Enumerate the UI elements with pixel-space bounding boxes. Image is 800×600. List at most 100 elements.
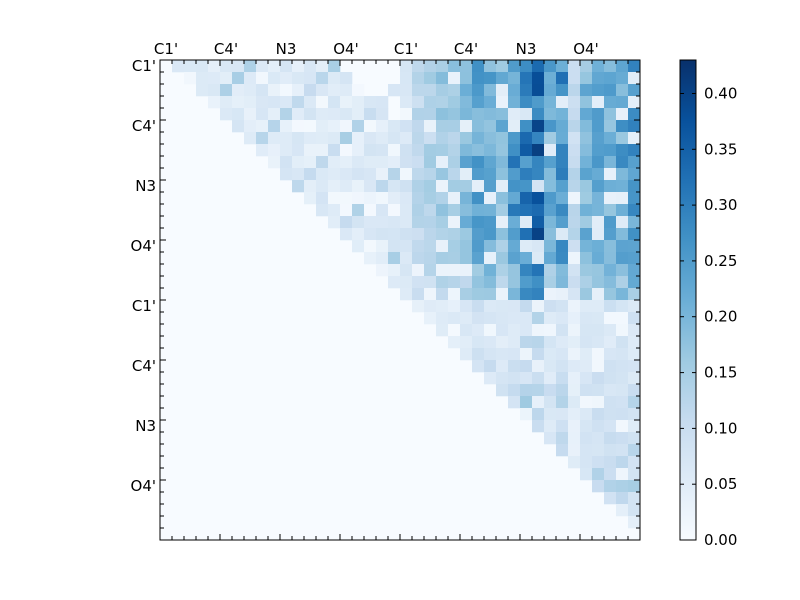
heatmap-cell bbox=[628, 348, 641, 361]
heatmap-cell bbox=[520, 348, 533, 361]
colorbar-tick-label: 0.30 bbox=[704, 196, 737, 214]
heatmap-cell bbox=[628, 240, 641, 253]
heatmap-cell bbox=[436, 108, 449, 121]
heatmap-cell bbox=[508, 144, 521, 157]
heatmap-cell bbox=[472, 228, 485, 241]
heatmap-cell bbox=[628, 96, 641, 109]
heatmap-cell bbox=[556, 108, 569, 121]
heatmap-cell bbox=[340, 204, 353, 217]
heatmap-cell bbox=[256, 108, 269, 121]
heatmap-cell bbox=[556, 348, 569, 361]
heatmap-cell bbox=[424, 108, 437, 121]
heatmap-cell bbox=[460, 300, 473, 313]
colorbar-tick-label: 0.10 bbox=[704, 419, 737, 437]
heatmap-cell bbox=[484, 288, 497, 301]
heatmap-cell bbox=[328, 72, 341, 85]
heatmap-cell bbox=[232, 84, 245, 97]
heatmap-cell bbox=[280, 156, 293, 169]
heatmap-cell bbox=[592, 360, 605, 373]
heatmap-cell bbox=[568, 264, 581, 277]
heatmap-cell bbox=[412, 156, 425, 169]
heatmap-cell bbox=[616, 216, 629, 229]
heatmap-cell bbox=[604, 228, 617, 241]
heatmap-cell bbox=[616, 372, 629, 385]
heatmap-cell bbox=[376, 96, 389, 109]
heatmap-cell bbox=[400, 156, 413, 169]
heatmap-cell bbox=[544, 96, 557, 109]
y-tick-label: N3 bbox=[135, 177, 156, 195]
heatmap-cell bbox=[532, 168, 545, 181]
heatmap-cell bbox=[400, 144, 413, 157]
heatmap-cell bbox=[436, 120, 449, 133]
heatmap-cell bbox=[424, 84, 437, 97]
heatmap-cell bbox=[544, 192, 557, 205]
heatmap-cell bbox=[592, 336, 605, 349]
heatmap-cell bbox=[580, 396, 593, 409]
heatmap-cell bbox=[616, 456, 629, 469]
heatmap-cell bbox=[520, 300, 533, 313]
heatmap-cell bbox=[604, 240, 617, 253]
heatmap-cell bbox=[304, 180, 317, 193]
heatmap-cell bbox=[496, 60, 509, 73]
heatmap-cell bbox=[568, 72, 581, 85]
heatmap-cell bbox=[580, 252, 593, 265]
heatmap-cell bbox=[544, 252, 557, 265]
heatmap-cell bbox=[328, 96, 341, 109]
heatmap-cell bbox=[628, 456, 641, 469]
heatmap-cell bbox=[616, 468, 629, 481]
heatmap-cell bbox=[592, 456, 605, 469]
heatmap-cell bbox=[568, 168, 581, 181]
heatmap-cell bbox=[592, 384, 605, 397]
heatmap-cell bbox=[496, 324, 509, 337]
heatmap-cell bbox=[520, 84, 533, 97]
heatmap-cell bbox=[520, 264, 533, 277]
heatmap-cell bbox=[388, 84, 401, 97]
heatmap-cell bbox=[472, 312, 485, 325]
heatmap-cell bbox=[340, 84, 353, 97]
heatmap-cell bbox=[592, 420, 605, 433]
heatmap-cell bbox=[604, 444, 617, 457]
heatmap-cell bbox=[556, 72, 569, 85]
heatmap-cell bbox=[328, 216, 341, 229]
heatmap-cell bbox=[508, 60, 521, 73]
heatmap-cell bbox=[448, 120, 461, 133]
heatmap-cell bbox=[568, 432, 581, 445]
heatmap-cell bbox=[520, 360, 533, 373]
heatmap-cell bbox=[556, 192, 569, 205]
heatmap-cell bbox=[388, 132, 401, 145]
heatmap-cell bbox=[256, 84, 269, 97]
heatmap-cell bbox=[268, 120, 281, 133]
heatmap-cell bbox=[544, 156, 557, 169]
heatmap-cell bbox=[604, 468, 617, 481]
heatmap-cell bbox=[508, 252, 521, 265]
heatmap-cell bbox=[484, 228, 497, 241]
heatmap-cell bbox=[628, 360, 641, 373]
heatmap-cell bbox=[484, 348, 497, 361]
heatmap-cell bbox=[460, 336, 473, 349]
heatmap-cell bbox=[388, 204, 401, 217]
heatmap-cell bbox=[496, 312, 509, 325]
heatmap-cell bbox=[460, 96, 473, 109]
heatmap-cell bbox=[388, 144, 401, 157]
heatmap-cell bbox=[364, 120, 377, 133]
heatmap-cell bbox=[436, 144, 449, 157]
heatmap-cell bbox=[532, 204, 545, 217]
heatmap-cell bbox=[520, 216, 533, 229]
heatmap-cell bbox=[532, 108, 545, 121]
heatmap-cell bbox=[544, 240, 557, 253]
heatmap-cell bbox=[436, 276, 449, 289]
heatmap-cell bbox=[460, 156, 473, 169]
heatmap-cell bbox=[568, 84, 581, 97]
heatmap-cell bbox=[496, 204, 509, 217]
heatmap-cell bbox=[592, 396, 605, 409]
heatmap-cell bbox=[328, 192, 341, 205]
heatmap-cell bbox=[556, 240, 569, 253]
heatmap-cell bbox=[388, 156, 401, 169]
heatmap-cell bbox=[376, 216, 389, 229]
heatmap-cell bbox=[592, 408, 605, 421]
heatmap-cell bbox=[604, 144, 617, 157]
heatmap-cell bbox=[568, 180, 581, 193]
heatmap-cell bbox=[460, 252, 473, 265]
heatmap-cell bbox=[496, 348, 509, 361]
